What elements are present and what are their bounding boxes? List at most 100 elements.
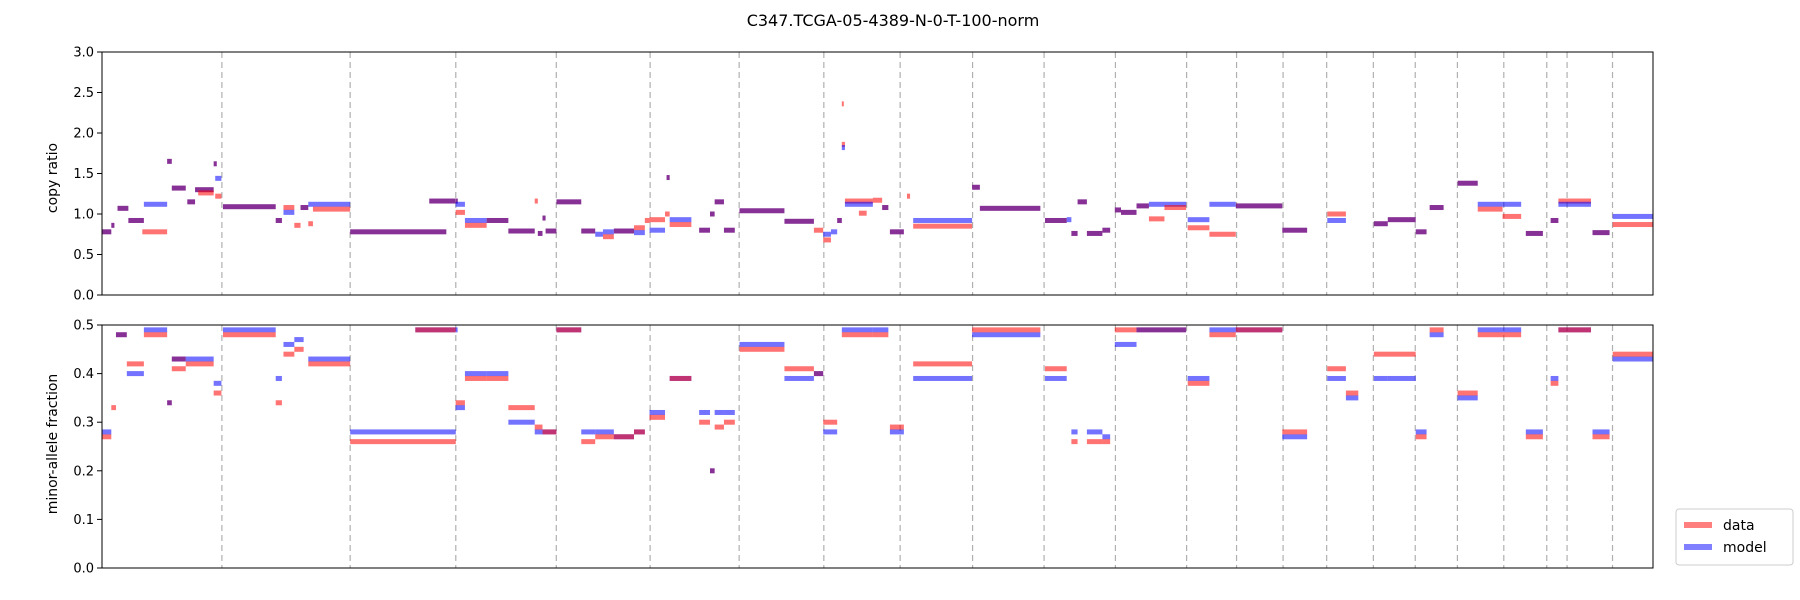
- model-segment: [455, 327, 458, 333]
- data-segment: [1187, 380, 1210, 386]
- data-segment: [1502, 213, 1522, 219]
- data-segment: [913, 223, 973, 229]
- model-segment: [1114, 341, 1137, 347]
- model-segment: [222, 327, 276, 333]
- data-segment: [198, 190, 214, 196]
- data-segment: [1164, 205, 1187, 211]
- data-segment: [542, 429, 557, 435]
- model-segment: [1187, 217, 1210, 223]
- data-segment: [142, 229, 168, 235]
- data-model-segment: [486, 217, 509, 223]
- data-segment: [906, 193, 911, 199]
- model-segment: [714, 409, 724, 415]
- data-segment: [649, 414, 666, 420]
- data-model-segment: [542, 215, 546, 221]
- model-segment: [143, 201, 168, 207]
- data-model-segment: [1373, 221, 1388, 227]
- data-segment: [649, 217, 666, 223]
- y-tick-label: 0.1: [73, 513, 94, 528]
- data-segment: [1209, 231, 1236, 237]
- data-segment: [1187, 225, 1210, 231]
- model-segment: [455, 201, 465, 207]
- data-segment: [215, 193, 222, 199]
- data-segment: [844, 198, 873, 204]
- data-model-segment: [972, 184, 980, 190]
- plot-frame: [101, 51, 1654, 296]
- model-segment: [275, 375, 282, 381]
- model-segment: [784, 375, 814, 381]
- data-segment: [602, 234, 614, 240]
- data-segment: [1235, 327, 1283, 333]
- y-tick-label: 0.0: [73, 289, 94, 304]
- data-segment: [111, 405, 116, 411]
- data-segment: [464, 375, 487, 381]
- data-segment: [665, 211, 670, 217]
- model-segment: [308, 356, 351, 362]
- y-tick-label: 2.5: [73, 86, 94, 101]
- data-segment: [613, 434, 634, 440]
- model-segment: [1525, 429, 1543, 435]
- model-segment: [841, 145, 845, 151]
- data-model-segment: [882, 205, 889, 211]
- model-segment: [1345, 395, 1359, 401]
- data-segment: [1558, 198, 1591, 204]
- model-segment: [1429, 332, 1444, 338]
- data-segment: [1477, 206, 1503, 212]
- model-segment: [102, 429, 112, 435]
- data-segment: [633, 429, 645, 435]
- data-segment: [1429, 327, 1444, 333]
- model-segment: [1148, 201, 1187, 207]
- data-segment: [464, 222, 487, 228]
- model-segment: [581, 429, 596, 435]
- data-model-segment: [115, 332, 127, 338]
- model-segment: [213, 380, 222, 386]
- data-model-segment: [556, 199, 582, 205]
- data-segment: [841, 141, 845, 147]
- data-model-segment: [111, 222, 115, 228]
- model-segment: [143, 327, 168, 333]
- data-model-segment: [171, 356, 186, 362]
- data-model-segment: [581, 228, 596, 234]
- data-segment: [913, 361, 973, 367]
- copy-ratio-axis-label: copy ratio: [45, 143, 61, 213]
- data-model-segment: [213, 161, 217, 167]
- data-segment: [308, 221, 313, 227]
- data-segment: [669, 375, 692, 381]
- y-tick-label: 0.2: [73, 464, 94, 479]
- data-segment: [294, 222, 301, 228]
- copy-ratio-panel: copy ratio 0.0 0.5 1.0 1.5 2.0 2.5 3.0: [45, 46, 1654, 304]
- data-model-segment: [1077, 199, 1087, 205]
- data-model-segment: [1136, 203, 1149, 209]
- model-segment: [1387, 375, 1416, 381]
- data-model-segment: [102, 229, 112, 235]
- minor-allele-panel: minor-allele fraction 0.0 0.1 0.2 0.3 0.4 0.5: [45, 319, 1654, 577]
- data-segment: [1045, 366, 1067, 372]
- data-segment: [723, 419, 735, 425]
- model-segment: [1477, 327, 1522, 333]
- data-model-segment: [128, 217, 144, 223]
- model-segment: [185, 356, 214, 362]
- data-model-segment: [813, 371, 824, 377]
- model-segment: [464, 217, 487, 223]
- data-segment: [1345, 390, 1359, 396]
- model-segment: [1457, 395, 1478, 401]
- data-model-segment: [709, 468, 715, 474]
- data-model-segment: [537, 230, 543, 236]
- data-model-segment: [187, 199, 196, 205]
- model-segment: [1558, 201, 1591, 207]
- model-segment: [844, 201, 873, 207]
- minor-allele-axis-label: minor-allele fraction: [45, 374, 61, 515]
- data-segment: [283, 205, 295, 211]
- model-segment: [1502, 201, 1522, 207]
- data-model-segment: [723, 227, 735, 233]
- data-segment: [813, 227, 824, 233]
- model-segment: [1282, 434, 1308, 440]
- y-tick-label: 3.0: [73, 46, 94, 61]
- model-segment: [1045, 375, 1067, 381]
- data-segment: [872, 332, 889, 338]
- data-model-segment: [1121, 209, 1137, 215]
- model-segment: [350, 429, 456, 435]
- data-model-segment: [714, 199, 724, 205]
